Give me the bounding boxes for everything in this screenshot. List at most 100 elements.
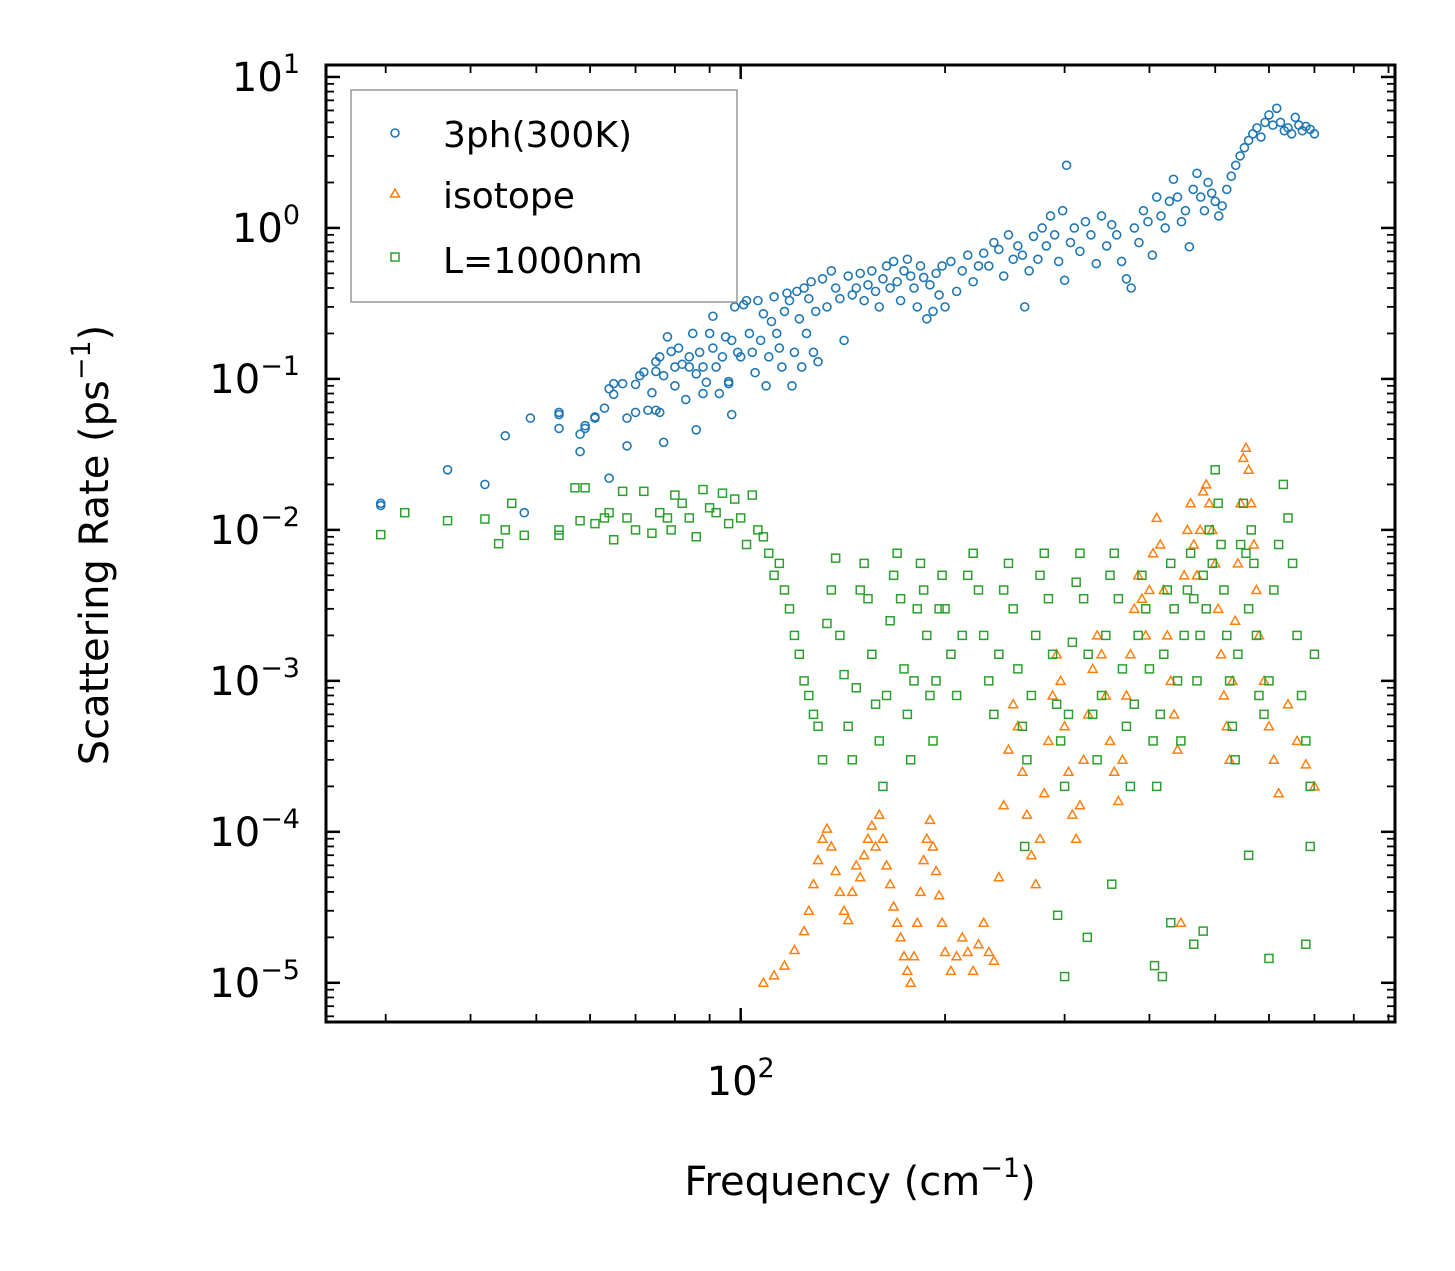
data-point (654, 407, 665, 418)
data-point (691, 532, 701, 542)
data-point (794, 649, 805, 660)
data-point (1003, 230, 1014, 240)
data-point (493, 538, 504, 549)
data-point (744, 328, 755, 339)
data-point (784, 295, 795, 306)
data-point (801, 328, 812, 339)
data-point (1126, 283, 1136, 293)
data-point (1017, 721, 1028, 732)
data-point (895, 295, 906, 306)
data-point (874, 736, 885, 746)
data-point (1041, 241, 1052, 251)
data-point (608, 389, 619, 400)
data-point (873, 808, 886, 819)
data-point (655, 507, 665, 518)
data-point (997, 799, 1010, 810)
data-point (1268, 753, 1280, 765)
data-point (902, 254, 913, 265)
data-point (829, 864, 842, 876)
data-point (1067, 637, 1078, 648)
data-point (1296, 690, 1307, 701)
series-circle (375, 103, 1320, 518)
y-tick-label: 10−1 (209, 351, 300, 403)
data-point (1169, 604, 1179, 614)
data-point (1305, 781, 1315, 792)
data-point (1237, 451, 1250, 463)
data-point (1121, 274, 1132, 284)
data-point (925, 280, 935, 290)
y-tick-label: 10−3 (209, 653, 300, 705)
data-point (747, 490, 758, 500)
data-point (753, 525, 763, 535)
data-point (1203, 177, 1213, 188)
data-point (1029, 878, 1042, 889)
data-point (1227, 721, 1238, 732)
data-point (1292, 630, 1302, 641)
data-point (998, 271, 1009, 281)
data-point (1059, 971, 1070, 982)
data-point (1179, 630, 1189, 641)
data-point (399, 507, 410, 518)
data-point (1256, 132, 1266, 142)
data-point (821, 822, 833, 833)
data-point (1282, 698, 1294, 709)
data-point (1021, 808, 1033, 819)
data-point (779, 306, 790, 317)
data-point (796, 362, 807, 372)
data-point (911, 916, 924, 927)
data-point (931, 676, 941, 686)
data-point (1058, 720, 1071, 731)
data-point (888, 256, 899, 267)
data-point (973, 585, 984, 595)
data-point (863, 593, 873, 604)
data-point (846, 885, 859, 897)
data-point (753, 295, 763, 306)
data-point (1213, 211, 1224, 221)
data-point (1251, 630, 1262, 641)
data-point (554, 530, 564, 541)
data-point (1059, 781, 1070, 792)
data-point (1144, 664, 1155, 674)
data-point (1080, 216, 1091, 227)
data-point (855, 268, 866, 279)
data-point (933, 889, 945, 900)
data-point (1215, 648, 1227, 659)
data-point (1197, 485, 1209, 496)
data-point (1239, 142, 1250, 153)
data-point (735, 513, 746, 523)
data-point (1092, 755, 1102, 765)
data-point (622, 513, 632, 523)
data-point (808, 347, 819, 358)
data-point (769, 291, 779, 302)
data-point (842, 914, 854, 925)
data-point (915, 558, 926, 569)
data-point (1286, 129, 1297, 139)
data-point (909, 283, 919, 293)
data-point (554, 409, 564, 420)
data-point (698, 388, 708, 399)
data-point (741, 295, 752, 306)
y-tick-label: 10−2 (209, 502, 300, 554)
data-point (940, 604, 950, 614)
data-point (769, 570, 779, 581)
data-point (1083, 649, 1093, 660)
data-point (945, 964, 957, 976)
data-point (817, 755, 828, 765)
data-point (673, 343, 684, 353)
data-point (794, 314, 805, 324)
data-point (810, 306, 821, 317)
data-point (1138, 205, 1149, 216)
data-point (1007, 698, 1019, 709)
data-point (1216, 539, 1226, 550)
legend-label-3ph: 3ph(300K) (443, 115, 632, 156)
data-point (951, 286, 962, 297)
data-point (1042, 734, 1055, 746)
data-point (1038, 787, 1051, 798)
data-point (1305, 841, 1315, 852)
data-point (717, 352, 728, 362)
data-point (519, 507, 530, 518)
data-point (866, 819, 878, 830)
data-point (1120, 689, 1133, 700)
data-point (989, 237, 999, 248)
data-point (1117, 664, 1128, 674)
